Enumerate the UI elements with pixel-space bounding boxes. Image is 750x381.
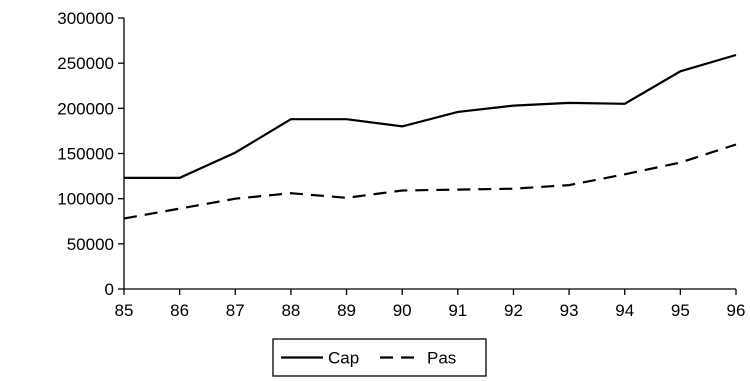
x-tick-label: 87: [226, 301, 245, 320]
axes: 0 50000 100000 150000 200000 250000 300000 85 86…: [57, 9, 745, 320]
y-tick-label: 50000: [67, 235, 114, 254]
x-tick-label: 88: [281, 301, 300, 320]
legend-label-pas: Pas: [427, 349, 456, 368]
x-tick-label: 86: [170, 301, 189, 320]
x-tick-label: 85: [115, 301, 134, 320]
x-tick-label: 94: [615, 301, 634, 320]
series-line-pas: [123, 143, 737, 220]
y-tick-label: 100000: [57, 190, 114, 209]
y-tick-label: 200000: [57, 99, 114, 118]
x-tick-label: 91: [448, 301, 467, 320]
x-tick-label: 95: [671, 301, 690, 320]
y-tick-label: 0: [105, 280, 114, 299]
x-tick-label: 93: [560, 301, 579, 320]
series-line-cap: [124, 53, 737, 179]
x-tick-label: 92: [504, 301, 523, 320]
legend: Cap Pas: [272, 338, 487, 377]
legend-label-cap: Cap: [328, 349, 359, 368]
y-tick-label: 150000: [57, 145, 114, 164]
y-tick-label: 300000: [57, 9, 114, 28]
series-layer: [123, 53, 737, 220]
x-tick-label: 96: [727, 301, 746, 320]
x-tick-label: 89: [337, 301, 356, 320]
x-tick-label: 90: [393, 301, 412, 320]
y-tick-label: 250000: [57, 54, 114, 73]
